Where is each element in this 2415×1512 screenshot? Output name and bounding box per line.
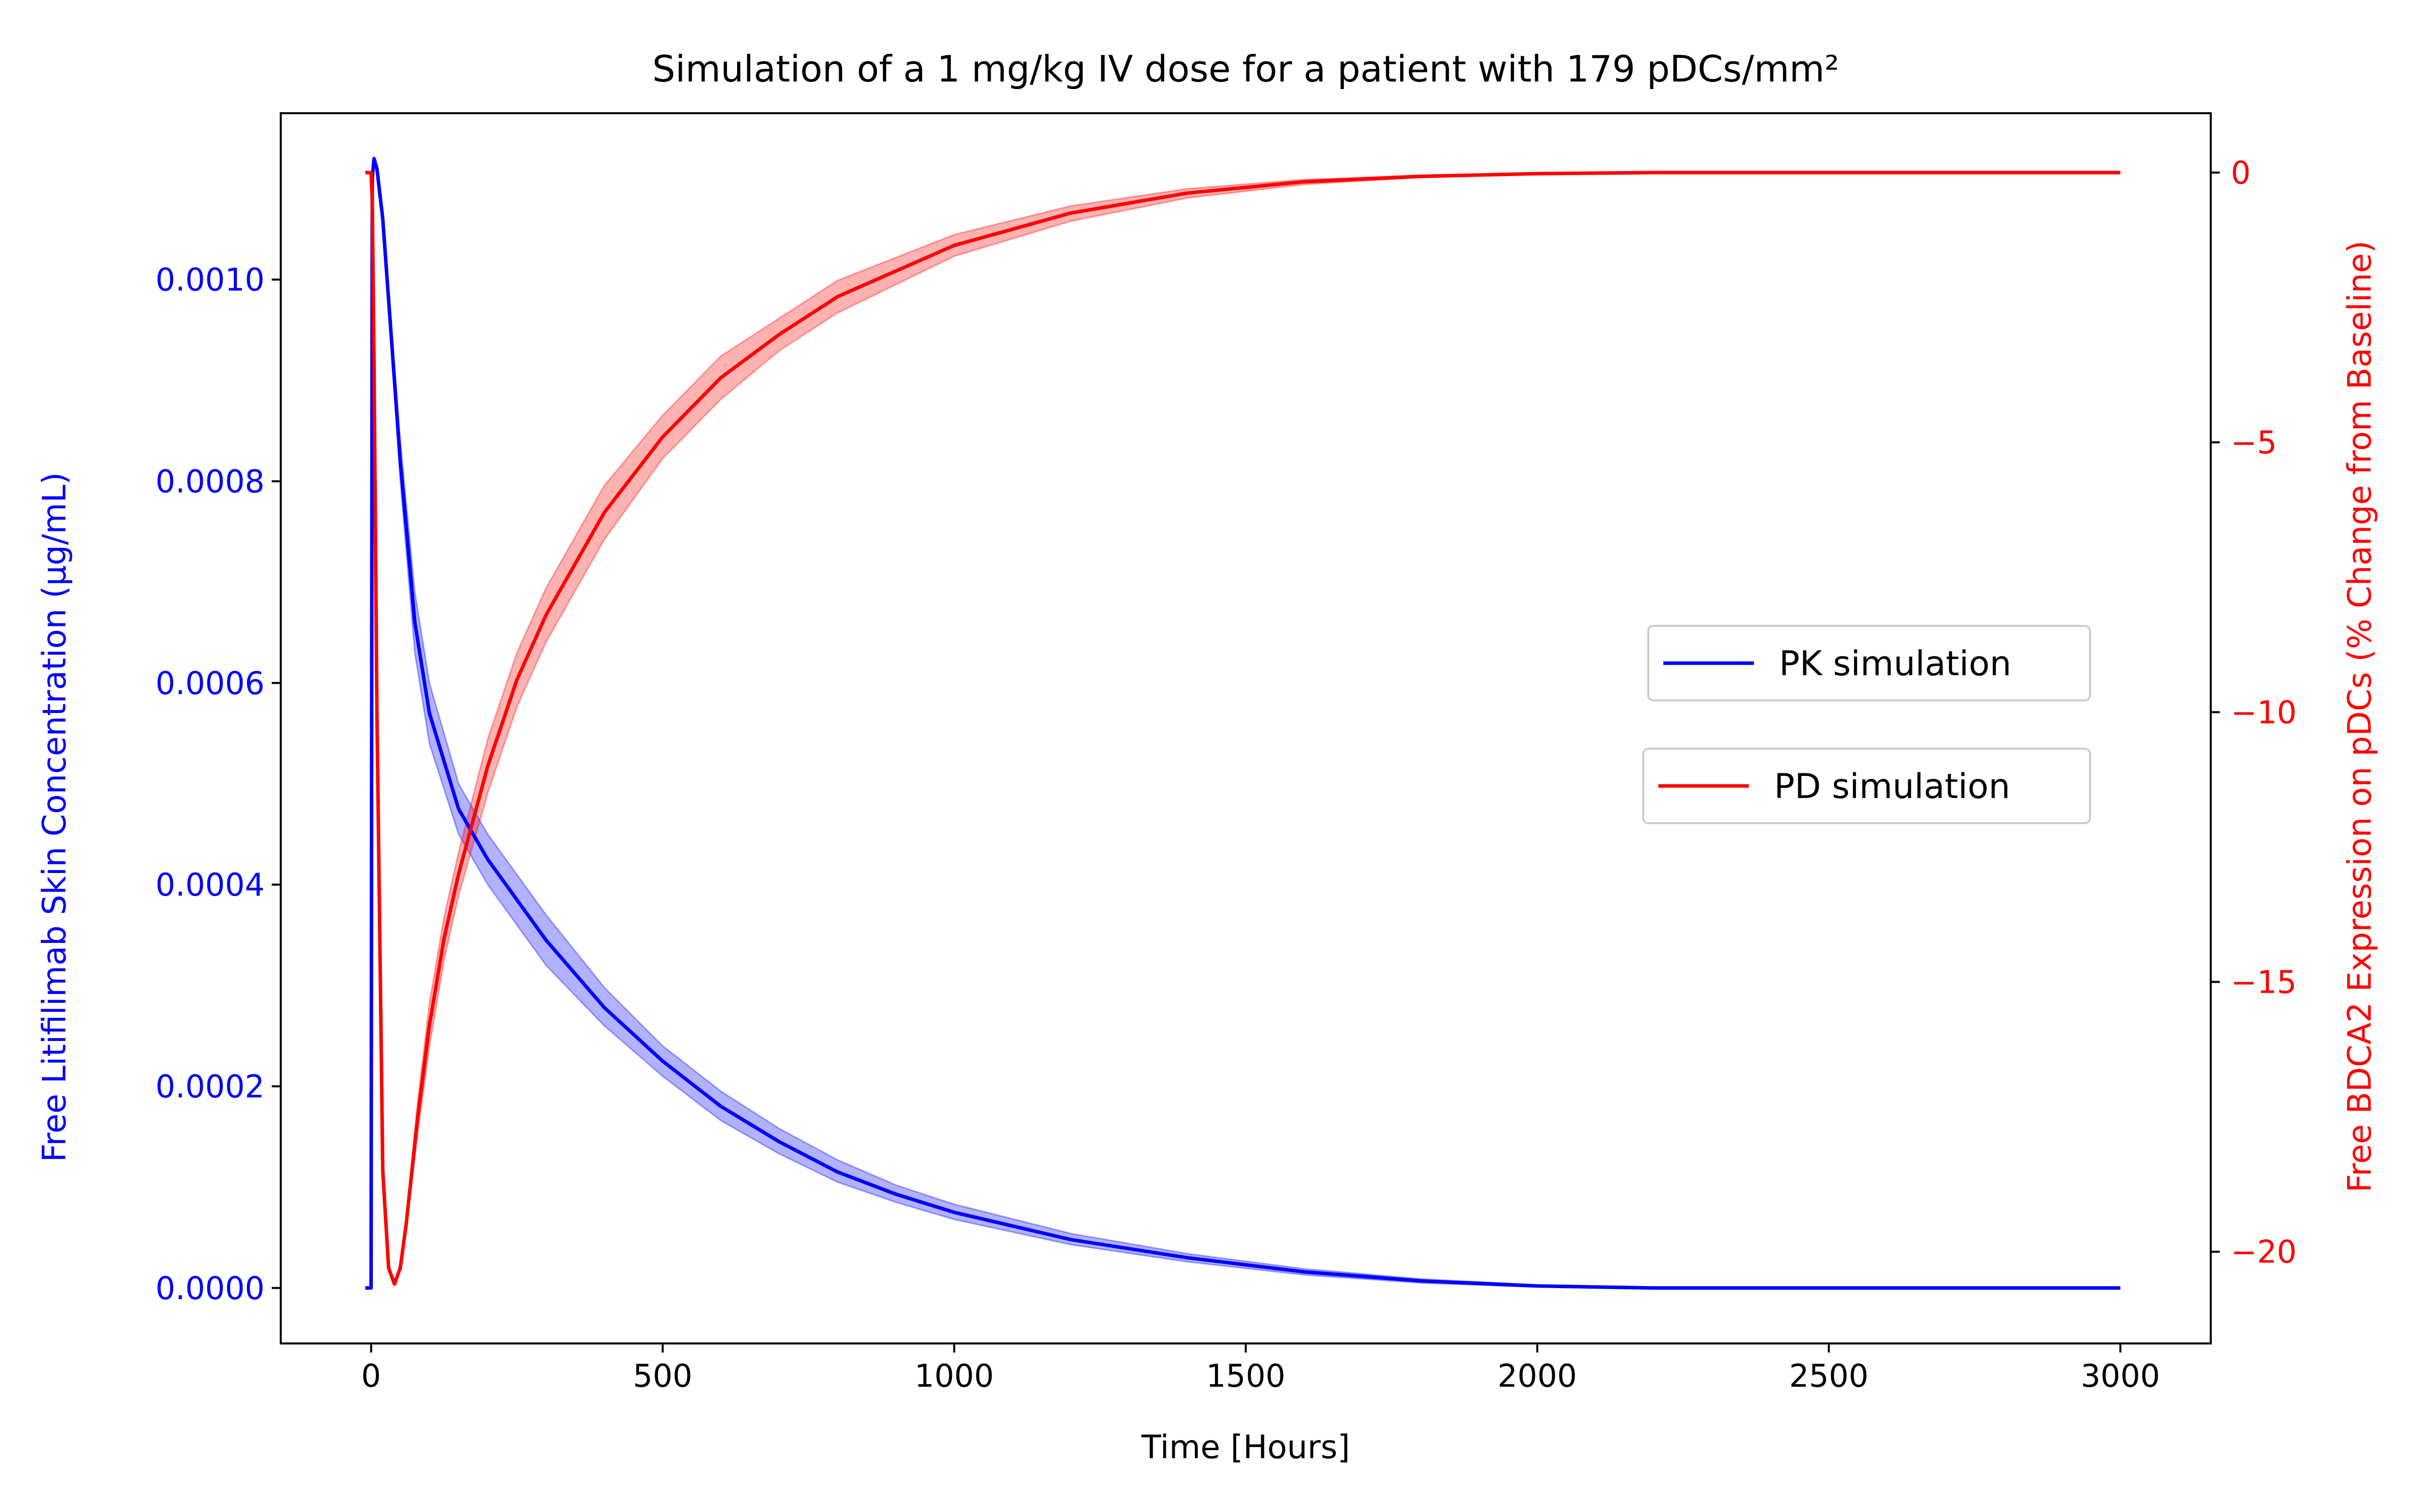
pk-simulation-line [365, 156, 2121, 1290]
chart-title: Simulation of a 1 mg/kg IV dose for a pa… [653, 48, 1839, 90]
x-tick-label: 500 [633, 1358, 692, 1394]
y-axis-label-right: Free BDCA2 Expression on pDCs (% Change … [2342, 241, 2379, 1192]
y-tick-label-right: 0 [2231, 154, 2250, 191]
legend: PK simulation PD simulation [1642, 625, 2091, 824]
pk-confidence-band [365, 158, 2121, 1289]
pd-simulation-line [365, 171, 2121, 1286]
y-axis-label-left: Free Litifilimab Skin Concentration (µg/… [36, 472, 73, 1162]
x-tick-label: 3000 [2080, 1358, 2160, 1394]
x-tick-label: 0 [361, 1358, 381, 1394]
legend-box-pd [1642, 748, 2091, 824]
y-tick-label-left: 0.0004 [155, 866, 265, 903]
y-tick-label-left: 0.0010 [155, 262, 265, 298]
legend-label-pd: PD simulation [1774, 767, 2010, 807]
x-axis-label: Time [Hours] [1141, 1429, 1350, 1466]
y-tick-label-right: −20 [2231, 1234, 2297, 1270]
y-tick-label-right: −10 [2231, 694, 2297, 731]
x-tick-label: 2500 [1789, 1358, 1869, 1394]
x-tick-label: 2000 [1498, 1358, 1577, 1394]
y-tick-label-left: 0.0000 [155, 1270, 265, 1307]
y-tick-label-left: 0.0006 [155, 665, 265, 701]
x-tick-label: 1500 [1206, 1358, 1285, 1394]
y-tick-label-left: 0.0008 [155, 463, 265, 500]
legend-label-pk: PK simulation [1779, 644, 2011, 684]
y-tick-label-left: 0.0002 [155, 1068, 265, 1105]
x-tick-label: 1000 [915, 1358, 994, 1394]
y-tick-label-right: −15 [2231, 964, 2297, 1001]
legend-box-pk [1647, 625, 2091, 701]
plot-area: 0 500 1000 1500 2000 2500 3000 0.0000 0.0002 0.00… [155, 112, 2297, 1394]
y-tick-label-right: −5 [2231, 424, 2277, 461]
